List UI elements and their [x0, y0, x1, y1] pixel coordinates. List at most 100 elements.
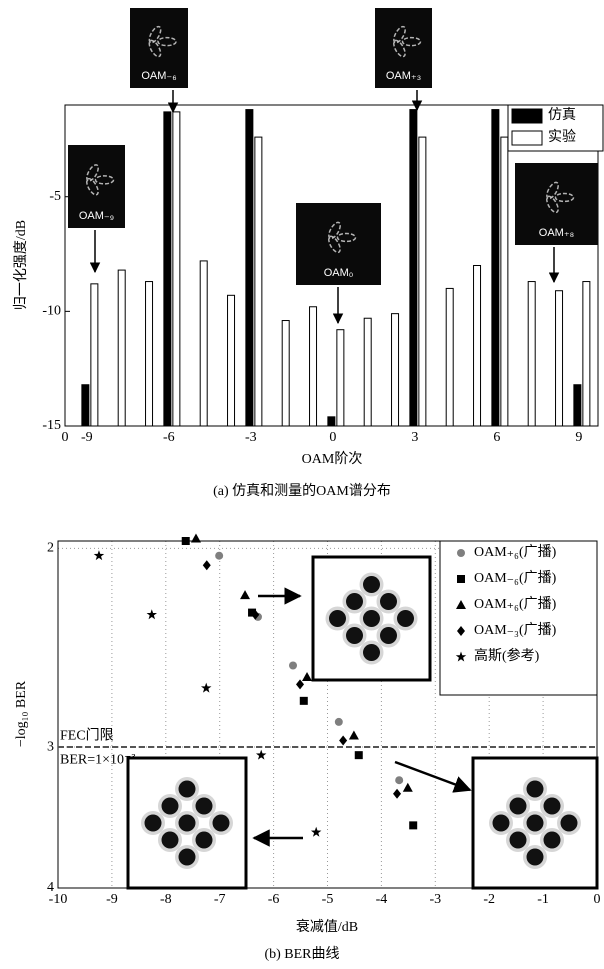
bar [82, 385, 89, 426]
bar [118, 270, 125, 426]
y-tick-label: 2 [47, 541, 54, 556]
bar [146, 282, 153, 426]
marker-circle [289, 662, 297, 670]
bar [501, 137, 508, 426]
constellation-point [363, 610, 380, 627]
bar [282, 321, 289, 426]
caption: (a) 仿真和测量的OAM谱分布 [213, 483, 391, 499]
marker-square [409, 821, 417, 829]
marker-triangle [349, 730, 359, 739]
caption: (b) BER曲线 [264, 946, 339, 962]
marker-circle [215, 552, 223, 560]
constellation-point [510, 798, 527, 815]
x-tick-label: -8 [160, 892, 172, 907]
inset-label: OAM₀ [324, 267, 354, 279]
constellation-point [544, 798, 561, 815]
inset-label: OAM₊₃ [386, 70, 421, 82]
constellation-point [363, 576, 380, 593]
marker-circle [335, 718, 343, 726]
bar [255, 137, 262, 426]
legend-box [440, 541, 597, 695]
x-tick-label: -2 [483, 892, 495, 907]
legend-label: OAM₋₃(广播) [474, 622, 557, 638]
bar [337, 330, 344, 426]
x-tick-label: -9 [106, 892, 118, 907]
y-tick-label: 3 [47, 739, 54, 754]
constellation-point [380, 593, 397, 610]
constellation-point [397, 610, 414, 627]
constellation-point [346, 593, 363, 610]
bar [583, 282, 590, 426]
x-axis-label: 衰减值/dB [296, 918, 358, 935]
legend-label: 仿真 [548, 107, 576, 123]
bar [574, 385, 581, 426]
bar [528, 282, 535, 426]
x-tick-label: -1 [537, 892, 549, 907]
bar [200, 261, 207, 426]
marker-circle [457, 549, 465, 557]
bar [474, 266, 481, 427]
bar [91, 284, 98, 426]
legend-swatch [512, 109, 542, 123]
x-tick-label: 0 [594, 892, 601, 907]
legend-swatch [512, 131, 542, 145]
x-tick-label: 6 [493, 430, 500, 445]
bar [492, 110, 499, 426]
constellation-point [561, 815, 578, 832]
legend-label: OAM₊₆(广播) [474, 544, 557, 560]
x-tick-label: -3 [429, 892, 441, 907]
x-tick-label: -4 [376, 892, 388, 907]
x-tick-label: -6 [268, 892, 280, 907]
bar [364, 318, 371, 426]
marker-square [355, 751, 363, 759]
marker-triangle [403, 783, 413, 792]
marker-triangle [240, 590, 250, 599]
x-tick-label: -9 [81, 430, 93, 445]
constellation-point [346, 627, 363, 644]
constellation-point [196, 832, 213, 849]
x-tick-label: 0 [329, 430, 336, 445]
marker-square [300, 697, 308, 705]
constellation-point [162, 798, 179, 815]
x-tick-label: -5 [322, 892, 334, 907]
x-tick-label: 9 [575, 430, 582, 445]
marker-square [457, 575, 465, 583]
x-tick-label: 3 [411, 430, 418, 445]
bar [328, 417, 335, 426]
marker-star [94, 550, 104, 560]
marker-triangle [191, 534, 201, 543]
bar [310, 307, 317, 426]
marker-diamond [203, 560, 211, 570]
bar [164, 112, 171, 426]
figure: -15-10-50-9-6-30369OAM阶次归一化强度/dB(a) 仿真和测… [0, 0, 604, 969]
legend-label: OAM₊₆(广播) [474, 596, 557, 612]
constellation-point [179, 849, 196, 866]
constellation-point [363, 644, 380, 661]
bar [173, 112, 180, 426]
page: {"chart_data": [ {"type": "bar", "captio… [0, 0, 604, 969]
marker-star [147, 609, 157, 619]
inset-label: OAM₋₆ [141, 70, 176, 82]
legend-label: 实验 [548, 129, 576, 145]
bar [410, 110, 417, 426]
bar [419, 137, 426, 426]
x-tick-label: 0 [62, 430, 69, 445]
constellation-point [179, 815, 196, 832]
constellation-point [527, 849, 544, 866]
marker-star [311, 827, 321, 837]
reference-label: FEC门限 [60, 727, 114, 743]
marker-circle [395, 776, 403, 784]
marker-star [256, 750, 266, 760]
constellation-point [493, 815, 510, 832]
constellation-point [213, 815, 230, 832]
constellation-point [196, 798, 213, 815]
constellation-point [162, 832, 179, 849]
bar [392, 314, 399, 426]
inset-label: OAM₋₉ [79, 210, 114, 222]
bar [556, 291, 563, 426]
y-axis-label: 归一化强度/dB [12, 220, 29, 310]
constellation-point [329, 610, 346, 627]
bar [228, 295, 235, 426]
constellation-point [527, 781, 544, 798]
marker-diamond [339, 735, 347, 745]
